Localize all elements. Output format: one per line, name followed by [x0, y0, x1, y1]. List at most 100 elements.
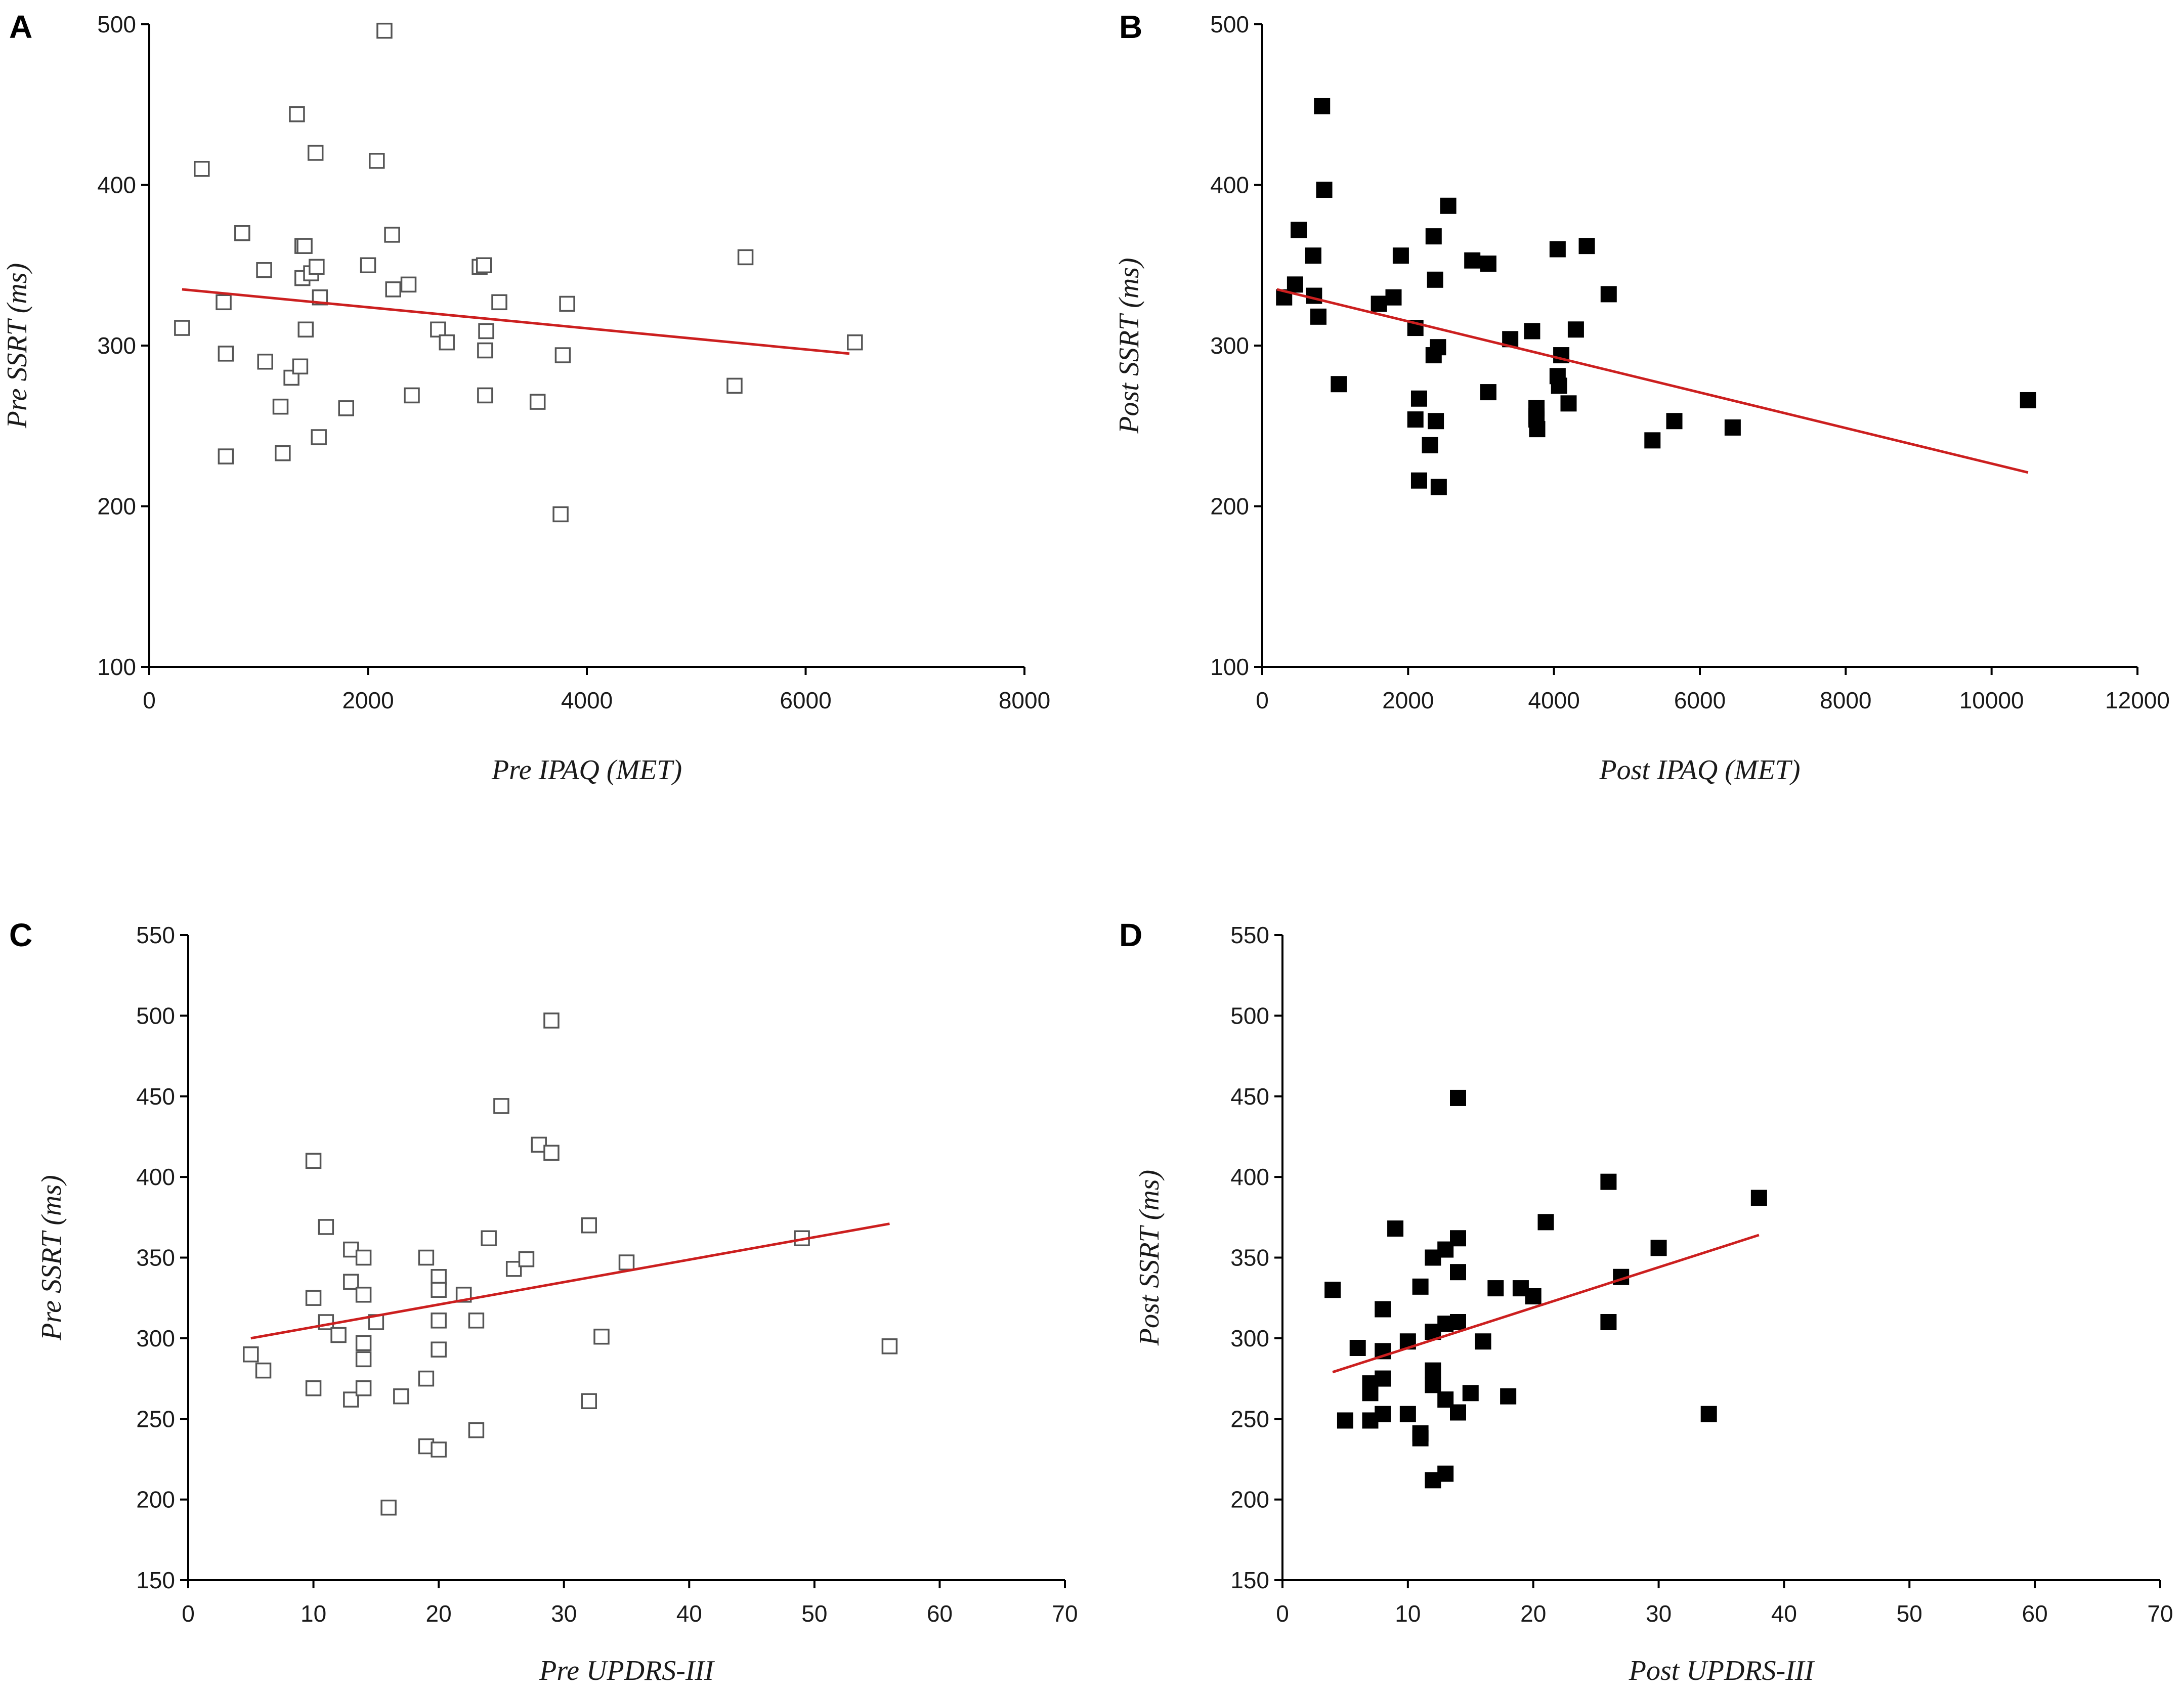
- data-point: [531, 1136, 547, 1153]
- data-point: [581, 1217, 597, 1234]
- data-point: [1314, 98, 1331, 114]
- data-point: [309, 259, 325, 275]
- data-point: [552, 506, 569, 523]
- regression-line: [1332, 1234, 1760, 1374]
- data-point: [493, 1098, 509, 1114]
- data-point: [881, 1338, 898, 1355]
- data-point: [1371, 295, 1387, 312]
- x-tick-label: 2000: [1382, 687, 1434, 713]
- y-tick-label: 200: [97, 493, 136, 520]
- panel-label-d: D: [1119, 917, 1142, 953]
- x-tick-label: 0: [143, 687, 156, 713]
- data-point: [477, 342, 493, 359]
- x-tick-label: 8000: [999, 687, 1050, 713]
- data-point: [1475, 1333, 1491, 1350]
- data-point: [257, 354, 273, 370]
- data-point: [384, 227, 400, 243]
- y-tick-label: 300: [1210, 332, 1249, 359]
- data-point: [380, 1499, 397, 1516]
- y-tick-label: 500: [1230, 1002, 1269, 1029]
- data-point: [1324, 1282, 1341, 1298]
- y-tick-label: 200: [136, 1487, 175, 1513]
- data-point: [1407, 411, 1424, 428]
- data-point: [218, 346, 234, 362]
- data-point: [1430, 479, 1447, 495]
- data-point: [1387, 1220, 1404, 1237]
- data-point: [292, 358, 309, 375]
- data-point: [1724, 419, 1741, 436]
- data-point: [355, 1287, 372, 1303]
- x-tick-label: 10000: [1959, 687, 2024, 713]
- panel-label-b: B: [1119, 9, 1142, 45]
- data-point: [1578, 238, 1595, 255]
- data-point: [1666, 413, 1683, 430]
- data-point: [1529, 421, 1546, 438]
- y-tick-label: 400: [1230, 1164, 1269, 1190]
- data-point: [847, 334, 863, 351]
- y-tick-label: 500: [1210, 11, 1249, 37]
- data-point: [1700, 1406, 1717, 1422]
- x-tick-label: 50: [801, 1600, 827, 1627]
- data-point: [1399, 1406, 1416, 1422]
- data-point: [543, 1145, 560, 1161]
- data-point: [1428, 413, 1444, 430]
- data-point: [593, 1328, 610, 1345]
- data-point: [1650, 1240, 1667, 1256]
- x-tick-label: 70: [1052, 1600, 1078, 1627]
- x-tick-label: 40: [1771, 1600, 1797, 1627]
- data-point: [343, 1274, 359, 1290]
- x-axis-title: Pre UPDRS-III: [539, 1655, 715, 1686]
- data-point: [477, 387, 493, 404]
- data-point: [1500, 1388, 1517, 1405]
- data-point: [1600, 286, 1617, 303]
- data-point: [1450, 1314, 1466, 1330]
- data-point: [1600, 1314, 1617, 1330]
- y-tick-label: 150: [1230, 1567, 1269, 1593]
- chart-panel-d: D 150 200 250 300 350 400 450 500 550 0 10 20 30 40 50 6…: [1119, 917, 2173, 1686]
- data-point: [1349, 1340, 1366, 1356]
- data-point: [1525, 1288, 1541, 1304]
- y-tick-label: 550: [1230, 922, 1269, 948]
- y-axis-title: Pre SSRT (ms): [2, 263, 33, 429]
- data-point: [1375, 1406, 1391, 1422]
- data-point: [360, 257, 376, 273]
- data-point: [1305, 247, 1321, 264]
- data-point: [330, 1327, 347, 1343]
- data-point: [1600, 1173, 1617, 1190]
- x-tick-label: 2000: [342, 687, 394, 713]
- x-tick-label: 4000: [1528, 687, 1579, 713]
- x-tick-label: 60: [927, 1600, 953, 1627]
- data-point: [1430, 339, 1446, 356]
- data-point: [1750, 1190, 1767, 1206]
- data-point: [529, 394, 546, 410]
- data-point: [283, 369, 299, 386]
- data-point: [476, 257, 492, 273]
- data-point: [275, 445, 291, 461]
- data-point: [1425, 1362, 1441, 1379]
- data-point: [491, 294, 507, 311]
- y-tick-label: 350: [136, 1245, 175, 1271]
- data-point: [559, 295, 575, 312]
- x-tick-label: 10: [301, 1600, 326, 1627]
- y-tick-label: 500: [136, 1002, 175, 1029]
- data-point: [311, 429, 327, 445]
- data-point: [305, 1380, 322, 1396]
- data-point: [338, 400, 354, 416]
- data-point: [481, 1230, 497, 1246]
- data-point: [1480, 256, 1496, 272]
- y-tick-label: 300: [1230, 1325, 1269, 1351]
- data-point: [404, 387, 420, 404]
- y-tick-label: 500: [97, 11, 136, 37]
- data-point: [1437, 1241, 1454, 1258]
- data-point: [418, 1370, 435, 1387]
- x-tick-label: 60: [2022, 1600, 2048, 1627]
- data-point: [1410, 472, 1427, 489]
- regression-line: [182, 288, 850, 355]
- data-point: [243, 1346, 259, 1363]
- y-tick-label: 300: [136, 1325, 175, 1351]
- data-point: [737, 249, 754, 266]
- data-point: [376, 22, 393, 39]
- data-point: [1427, 271, 1443, 288]
- y-tick-label: 400: [97, 172, 136, 198]
- data-point: [1385, 289, 1402, 306]
